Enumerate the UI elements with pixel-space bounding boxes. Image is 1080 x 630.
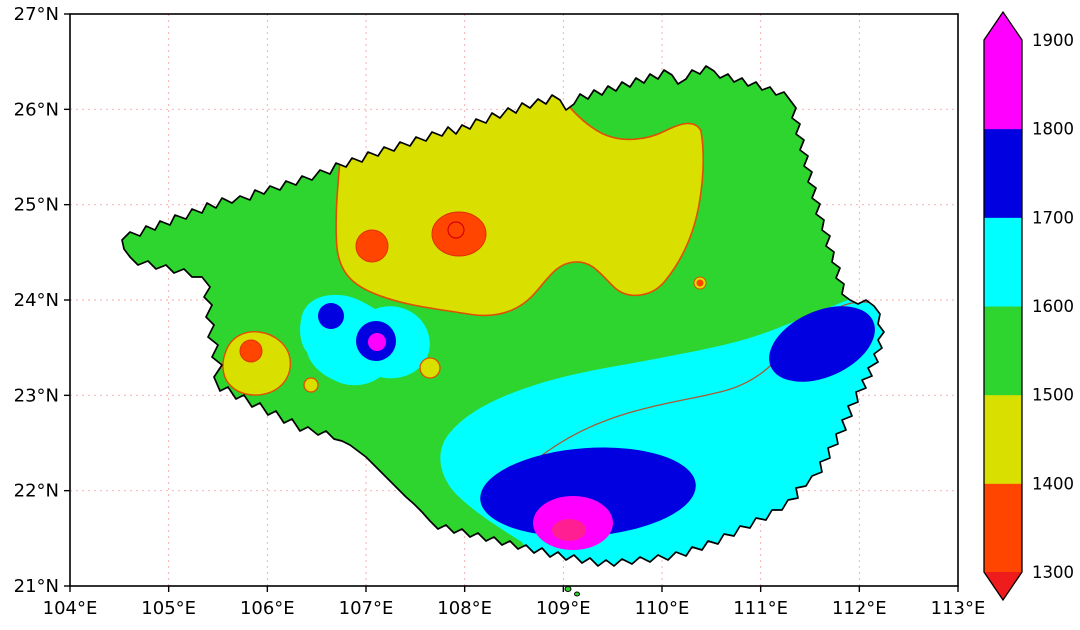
x-tick-label: 108°E (437, 598, 492, 619)
colorbar-segment (984, 40, 1022, 130)
colorbar-label: 1400 (1032, 474, 1074, 493)
fill-1700-1800-cell-east (769, 306, 875, 382)
colorbar-label: 1800 (1032, 120, 1074, 139)
y-tick-label: 25°N (14, 195, 59, 216)
colorbar-segment (984, 306, 1022, 396)
y-axis: 21°N 22°N 23°N 24°N 25°N 26°N 27°N (14, 4, 70, 597)
x-tick-label: 113°E (931, 598, 986, 619)
fill-1400-1500-tiny-pocket (303, 377, 319, 393)
island-dot (574, 591, 580, 597)
fill-1700-1800-cell-south (480, 447, 696, 537)
y-tick-label: 21°N (14, 576, 59, 597)
contour-1300-ring (447, 221, 465, 239)
island-dot (564, 586, 572, 592)
colorbar-segment (984, 217, 1022, 307)
fill-1400-1500-west-patch (222, 330, 292, 396)
colorbar-segment (984, 394, 1022, 484)
colorbar-arrow-up (984, 12, 1022, 40)
y-tick-label: 23°N (14, 385, 59, 406)
fill-1400-1500-small-pocket (419, 357, 441, 379)
x-tick-label: 109°E (536, 598, 591, 619)
colorbar-label: 1500 (1032, 386, 1074, 405)
island-markers (564, 586, 580, 597)
colorbar-segment (984, 483, 1022, 573)
colorbar-segment (984, 128, 1022, 218)
x-tick-label: 107°E (339, 598, 394, 619)
y-tick-label: 27°N (14, 4, 59, 25)
x-tick-label: 111°E (733, 598, 788, 619)
y-tick-label: 26°N (14, 99, 59, 120)
fill-1300-1400-tiny-dot (696, 279, 704, 287)
x-axis: 104°E 105°E 106°E 107°E 108°E 109°E 110°E 111°E… (43, 586, 986, 619)
fill-1800-1900-core-west (368, 333, 386, 351)
x-tick-label: 105°E (141, 598, 196, 619)
fill-over-1900-core (552, 519, 586, 541)
y-tick-label: 22°N (14, 481, 59, 502)
colorbar-label: 1700 (1032, 208, 1074, 227)
colorbar-label: 1300 (1032, 563, 1074, 582)
x-tick-label: 110°E (635, 598, 690, 619)
fill-1300-1400-spot-border (239, 339, 263, 363)
colorbar-outline (983, 10, 1023, 602)
colorbar: 1300 1400 1500 1600 1700 1800 1900 (983, 10, 1074, 602)
x-tick-label: 112°E (832, 598, 887, 619)
colorbar-label: 1600 (1032, 297, 1074, 316)
colorbar-label: 1900 (1032, 31, 1074, 50)
fill-1300-1400-spot-west (355, 229, 389, 263)
y-tick-label: 24°N (14, 290, 59, 311)
x-tick-label: 106°E (240, 598, 295, 619)
fill-1300-1400-spot-east (431, 211, 487, 257)
x-tick-label: 104°E (43, 598, 98, 619)
fill-1700-1800-cell-small (318, 303, 344, 329)
colorbar-arrow-down (984, 572, 1022, 600)
